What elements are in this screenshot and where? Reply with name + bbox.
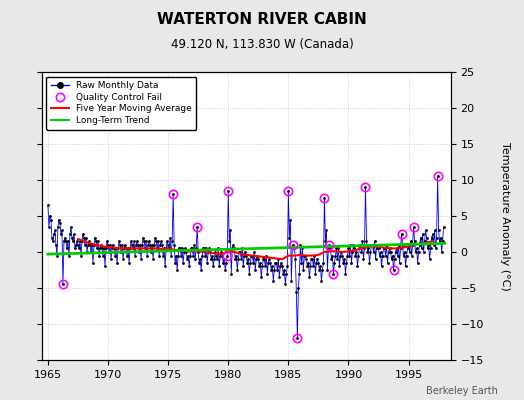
Text: 49.120 N, 113.830 W (Canada): 49.120 N, 113.830 W (Canada) <box>171 38 353 51</box>
Legend: Raw Monthly Data, Quality Control Fail, Five Year Moving Average, Long-Term Tren: Raw Monthly Data, Quality Control Fail, … <box>47 76 196 130</box>
Text: Berkeley Earth: Berkeley Earth <box>426 386 498 396</box>
Y-axis label: Temperature Anomaly (°C): Temperature Anomaly (°C) <box>500 142 510 290</box>
Text: WATERTON RIVER CABIN: WATERTON RIVER CABIN <box>157 12 367 27</box>
